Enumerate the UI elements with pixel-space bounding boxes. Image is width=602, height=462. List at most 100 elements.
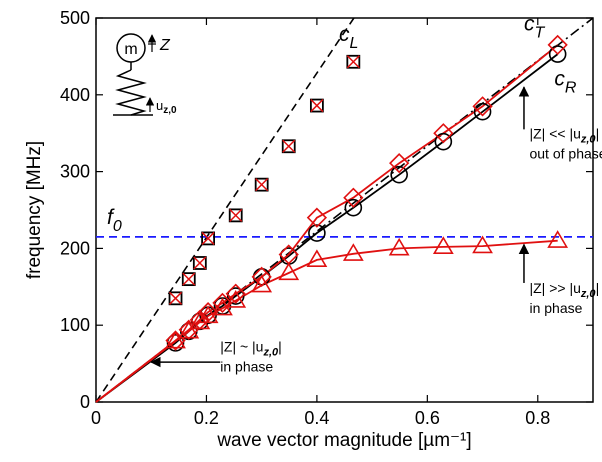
square-cross [201,231,215,245]
data-point-diamond [306,207,328,228]
y-axis-label: frequency [MHz] [24,141,45,279]
data-point-circle [308,224,326,242]
data-point-triangle [388,237,410,256]
x-tick-label: 0.8 [525,408,550,428]
y-tick-label: 0 [80,392,90,412]
curve-label-subscript: L [349,35,358,52]
data-point-triangle [165,330,186,349]
x-tick-label: 0.6 [415,408,440,428]
y-tick-label: 200 [60,238,90,258]
data-point-circle [390,165,408,184]
square-outline [309,98,324,113]
data-point-triangle [178,320,200,339]
data-point-triangle [432,236,454,254]
spring-mass-inset: m Z uz,0 [113,33,177,116]
data-point-triangle [225,290,247,308]
data-point-diamond [212,292,233,314]
annotation-text: |Z| << |uz,0| [529,126,599,146]
u-label: uz,0 [156,98,177,116]
annotation-text-line2: in phase [220,358,273,374]
data-point-square [201,231,216,246]
data-point-circle [226,287,245,305]
data-point-triangle [189,311,211,330]
curve-label: f0 [107,206,122,235]
data-point-square [192,256,207,270]
square-outline [168,291,183,306]
curve-label-subscript: T [534,24,545,41]
data-point-circle [434,132,453,151]
annotation-text-line2: in phase [529,300,582,316]
data-point-diamond [389,153,410,174]
data-point-triangle [547,230,569,248]
curve-label-subscript: 0 [113,218,122,235]
curve-label-symbol: c [524,12,535,35]
data-point-triangle [342,243,364,261]
square-outline [346,54,361,69]
x-tick-label: 0 [91,408,101,428]
data-point-diamond [547,34,568,56]
data-point-square [346,54,361,69]
data-point-triangle [472,235,493,254]
data-point-circle [344,198,363,217]
y-tick-label: 300 [60,162,90,182]
annotation-text: |Z| ~ |uz,0| [220,338,282,358]
curve-label-symbol: c [554,68,565,91]
data-point-diamond [433,123,454,144]
square-cross [193,256,207,270]
annotation-part: | [278,338,282,354]
annotation-part: | [596,280,600,296]
square-cross [282,139,296,153]
data-point-square [181,272,196,287]
curve-label: cR [554,68,577,97]
square-outline [281,139,296,154]
z-label: Z [159,37,171,54]
data-point-triangle [251,274,273,293]
annotation-subscript: z,0 [580,288,597,300]
data-series [95,34,569,403]
square-cross [182,272,196,286]
plot-frame [95,17,594,403]
square-outline [181,272,196,287]
annotation-text-line2: out of phase [529,146,602,162]
curve-label-subscript: R [565,80,577,97]
y-tick-label: 500 [60,8,90,28]
data-point-triangle [278,262,300,281]
mass-label: m [124,41,137,58]
y-tick-label: 100 [60,315,90,335]
data-point-diamond [343,187,364,208]
curve-label-symbol: c [339,23,350,46]
data-point-circle [473,102,492,121]
square-outline [228,208,243,223]
annotation-part: |Z| << |u [529,126,580,142]
data-point-diamond [472,96,493,117]
curve-label-symbol: f [107,206,115,229]
curve-label: cL [339,23,358,52]
square-outline [201,231,216,246]
annotation-subscript: z,0 [580,134,597,146]
spring-icon [115,69,147,116]
annotation-subscript: z,0 [262,346,279,358]
data-point-triangle [306,249,328,268]
curve-label: cT [524,12,546,41]
x-tick-label: 0.4 [304,408,329,428]
data-point-diamond [251,266,272,287]
plot-axes: 0 0.2 0.4 0.6 0.8 0 100 200 300 400 500 wave vector… [24,8,594,451]
square-cross [310,99,324,113]
data-point-square [228,208,243,223]
square-cross [229,208,243,222]
annotation-part: |Z| ~ |u [220,338,263,354]
data-point-square [309,98,324,113]
data-point-circle [166,334,185,352]
data-point-circle [548,45,567,63]
data-point-square [168,291,183,306]
annotation-part: | [596,126,600,142]
annotations: |Z| << |uz,0|out of phase|Z| >> |uz,0|in… [150,86,602,374]
x-tick-label: 0.2 [194,408,219,428]
x-axis-label: wave vector magnitude [µm⁻¹] [216,430,471,451]
square-cross [255,178,269,192]
square-outline [192,256,207,270]
data-point-diamond [225,283,246,304]
square-cross [168,291,183,305]
y-tick-label: 400 [60,85,90,105]
square-cross [346,55,360,69]
